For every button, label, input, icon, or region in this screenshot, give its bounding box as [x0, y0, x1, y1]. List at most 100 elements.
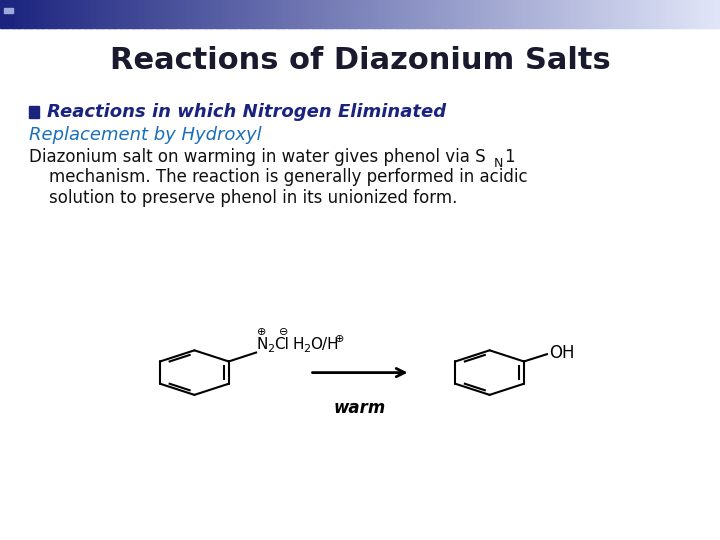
Bar [171, 0, 174, 28]
Bar [324, 0, 327, 28]
Bar [398, 0, 402, 28]
Bar [382, 0, 384, 28]
Bar [245, 0, 248, 28]
Bar [480, 0, 483, 28]
Bar [216, 0, 219, 28]
Bar [319, 0, 323, 28]
Bar [63, 0, 66, 28]
Bar [338, 0, 341, 28]
Bar [125, 0, 128, 28]
Bar [655, 0, 658, 28]
Bar [4, 14, 13, 26]
Bar [706, 0, 708, 28]
Bar [187, 0, 190, 28]
Bar [351, 0, 354, 28]
Text: N: N [256, 337, 267, 352]
Bar [437, 0, 440, 28]
Bar [269, 0, 272, 28]
Bar [307, 0, 310, 28]
Bar [274, 0, 276, 28]
Bar [74, 0, 78, 28]
Bar [634, 0, 636, 28]
Bar [576, 0, 579, 28]
Bar [53, 0, 56, 28]
Bar [459, 0, 462, 28]
Bar [4, 8, 13, 13]
Bar [178, 0, 181, 28]
Bar [567, 0, 570, 28]
Bar [571, 0, 575, 28]
Bar [643, 0, 647, 28]
Text: ⊕: ⊕ [336, 334, 345, 344]
Bar [286, 0, 289, 28]
Bar [588, 0, 591, 28]
Bar [293, 0, 296, 28]
Bar [405, 0, 409, 28]
Bar [420, 0, 423, 28]
Bar [523, 0, 526, 28]
Bar [475, 0, 478, 28]
Bar [281, 0, 284, 28]
Bar [302, 0, 305, 28]
Bar [250, 0, 253, 28]
Text: ⊕: ⊕ [258, 327, 267, 337]
Bar [562, 0, 564, 28]
Bar [117, 0, 121, 28]
Bar [430, 0, 433, 28]
Bar [365, 0, 368, 28]
Bar [14, 0, 17, 28]
Bar [545, 0, 548, 28]
Bar [605, 0, 608, 28]
Bar [672, 0, 675, 28]
Bar [31, 0, 35, 28]
Bar [315, 0, 318, 28]
Bar [456, 0, 459, 28]
Bar [708, 0, 711, 28]
Bar [142, 0, 145, 28]
Bar [235, 0, 238, 28]
Bar [84, 0, 87, 28]
Bar [240, 0, 243, 28]
Bar [230, 0, 233, 28]
Bar [34, 0, 37, 28]
Bar [610, 0, 613, 28]
Bar [211, 0, 215, 28]
Bar [50, 0, 53, 28]
Bar [600, 0, 603, 28]
Bar [86, 0, 89, 28]
Bar [485, 0, 488, 28]
Bar [202, 0, 204, 28]
Bar [91, 0, 94, 28]
Bar [283, 0, 287, 28]
Bar [192, 0, 195, 28]
Bar [377, 0, 380, 28]
Bar [384, 0, 387, 28]
Bar [137, 0, 140, 28]
Bar [221, 0, 224, 28]
Bar [348, 0, 351, 28]
Bar [77, 0, 80, 28]
Bar [17, 0, 20, 28]
Bar [451, 0, 454, 28]
Bar [110, 0, 114, 28]
Bar [346, 0, 348, 28]
Bar [468, 0, 471, 28]
Bar [434, 0, 438, 28]
Bar [310, 0, 312, 28]
Bar [432, 0, 435, 28]
Bar [89, 0, 92, 28]
Bar [657, 0, 661, 28]
Bar [185, 0, 188, 28]
Bar [660, 0, 663, 28]
Text: mechanism. The reaction is generally performed in acidic: mechanism. The reaction is generally per… [49, 168, 528, 186]
Bar [261, 0, 265, 28]
Bar [96, 0, 99, 28]
Bar [79, 0, 82, 28]
Bar [547, 0, 550, 28]
Bar [549, 0, 553, 28]
Text: O/H: O/H [310, 337, 338, 352]
Bar [698, 0, 701, 28]
Bar [367, 0, 370, 28]
Bar [495, 0, 498, 28]
Bar [624, 0, 627, 28]
